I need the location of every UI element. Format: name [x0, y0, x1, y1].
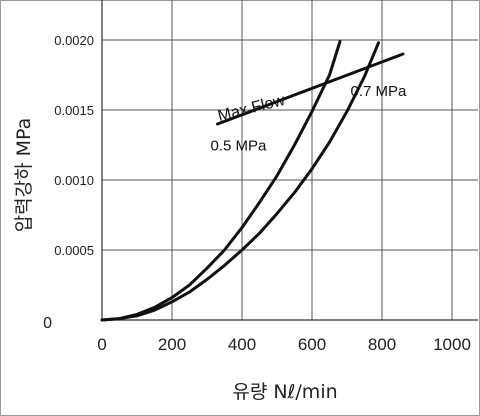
tick-labels: 0 200 400 600 800 1000 0 0.0005 0.0010 0.0015 0.00…	[43, 33, 471, 354]
series-line-max-flow	[216, 52, 405, 126]
x-tick-label: 800	[368, 335, 396, 354]
series-layer	[100, 39, 405, 322]
series-line-0-5-mpa	[100, 39, 342, 322]
x-axis-label: 유량 Nℓ/min	[232, 381, 337, 403]
y-axis-label: 압력강하 MPa	[13, 118, 35, 233]
y-tick-label: 0.0005	[54, 243, 94, 258]
x-tick-label: 600	[298, 335, 326, 354]
annotation-0-5-mpa: 0.5 MPa	[211, 138, 268, 155]
x-tick-label: 1000	[433, 335, 471, 354]
y-tick-label: 0.0010	[54, 173, 94, 188]
x-tick-label: 0	[97, 335, 106, 354]
x-tick-label: 400	[228, 335, 256, 354]
x-tick-label: 200	[158, 335, 186, 354]
y-tick-label: 0.0020	[54, 33, 94, 48]
series-line-0-7-mpa	[100, 41, 380, 322]
annotation-max-flow: Max Flow	[216, 92, 287, 125]
y-tick-label: 0	[43, 315, 52, 332]
axes	[101, 0, 478, 321]
y-tick-label: 0.0015	[54, 103, 94, 118]
grid	[101, 0, 478, 320]
annotation-0-7-mpa: 0.7 MPa	[351, 83, 408, 100]
